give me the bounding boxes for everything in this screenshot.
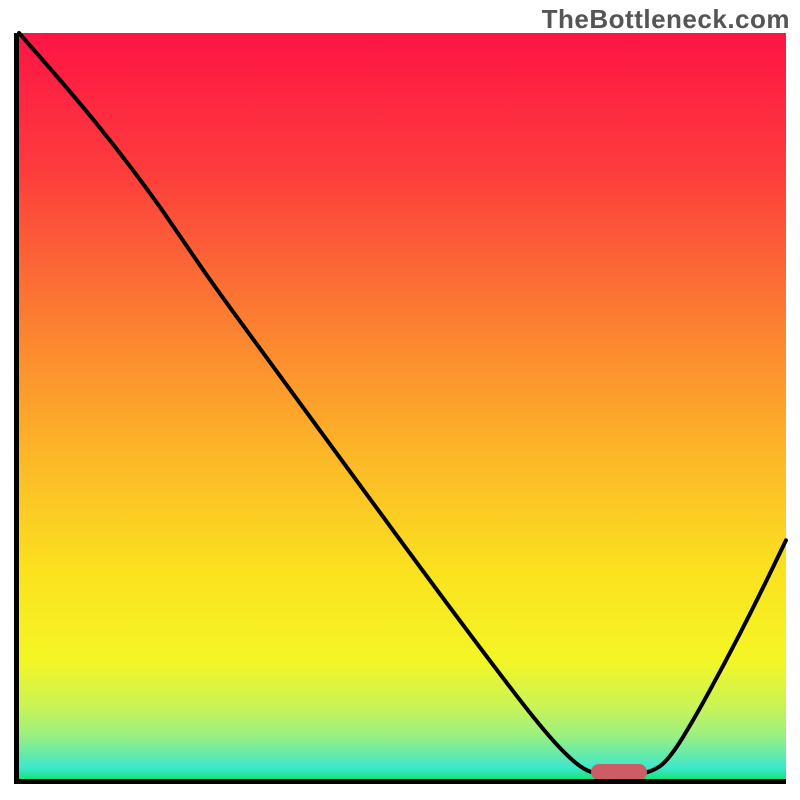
- bottleneck-curve: [19, 33, 786, 775]
- chart-container: TheBottleneck.com: [0, 0, 800, 800]
- y-axis: [14, 33, 19, 784]
- plot-area: [19, 33, 786, 779]
- curve-svg: [19, 33, 786, 779]
- optimal-marker: [591, 764, 647, 780]
- x-axis: [14, 779, 786, 784]
- watermark-text: TheBottleneck.com: [542, 4, 790, 35]
